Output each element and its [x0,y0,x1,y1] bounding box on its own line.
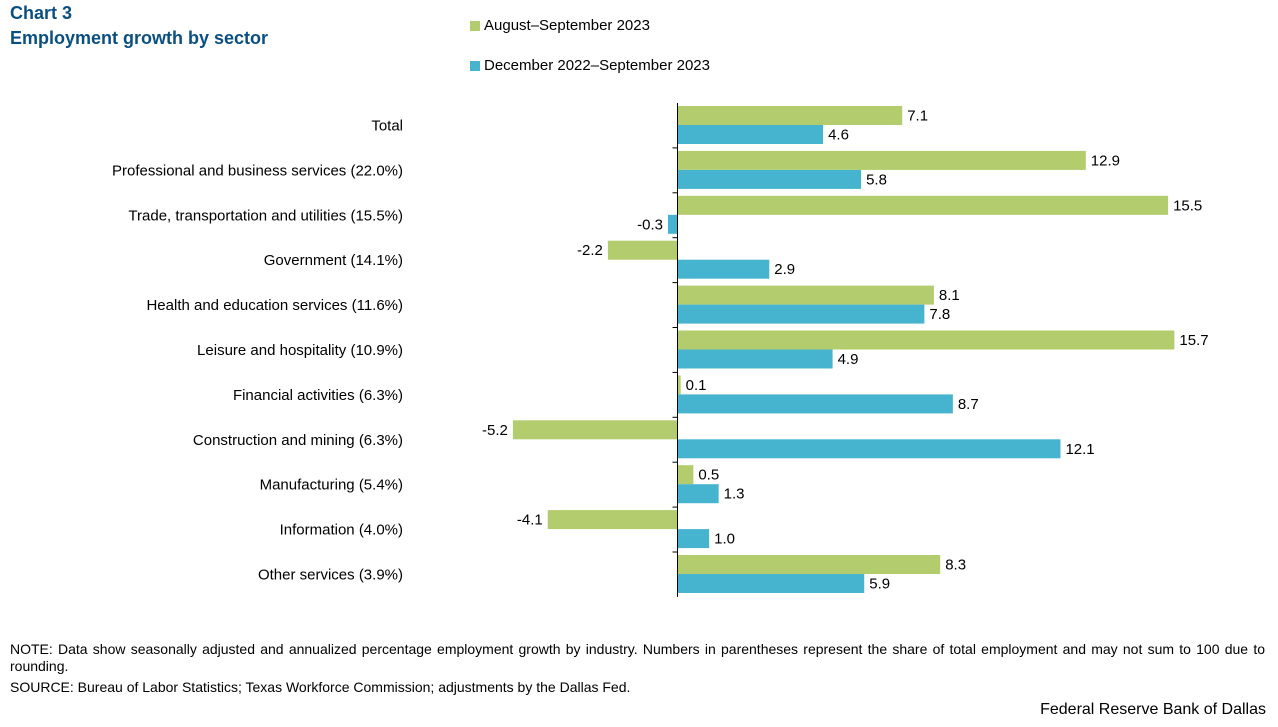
category-label: Government (14.1%) [264,252,403,269]
bar-series-1 [677,150,1086,170]
data-label-series-1: -5.2 [482,422,508,439]
category-label: Health and education services (11.6%) [146,297,403,314]
data-label-series-1: 8.1 [939,287,960,304]
bar-series-1 [677,195,1169,215]
data-label-series-2: 4.9 [838,351,859,368]
data-label-series-1: 7.1 [907,108,928,125]
category-label: Manufacturing (5.4%) [260,477,403,494]
bar-series-2 [677,304,925,324]
data-label-series-2: 8.7 [958,396,979,413]
bar-series-1 [512,420,678,440]
legend-label-series-2: December 2022–September 2023 [484,57,710,74]
data-label-series-1: 8.3 [945,557,966,574]
bar-series-1 [677,465,694,485]
bar-series-2 [677,439,1061,459]
data-label-series-1: 12.9 [1091,152,1120,169]
legend-swatch-series-2 [470,60,480,71]
chart-credit: Federal Reserve Bank of Dallas [1040,701,1266,718]
bar-series-2 [677,574,865,593]
bar-series-2 [677,349,833,369]
bar-series-2 [668,214,678,234]
bar-series-1 [607,240,678,260]
data-label-series-2: 5.8 [866,171,887,188]
data-label-series-2: 5.9 [869,576,890,593]
category-label: Professional and business services (22.0… [112,162,403,179]
category-label: Construction and mining (6.3%) [193,432,403,449]
data-label-series-1: -2.2 [577,242,603,259]
category-label: Trade, transportation and utilities (15.… [128,207,403,224]
chart-number: Chart 3 [10,3,73,23]
chart-source: SOURCE: Bureau of Labor Statistics; Texa… [10,679,631,695]
data-label-series-2: 1.3 [724,486,745,503]
bar-series-2 [677,394,953,414]
bar-series-1 [677,330,1175,350]
bar-series-1 [677,375,681,395]
bar-series-1 [677,555,941,574]
bar-series-1 [677,285,934,305]
data-label-series-2: -0.3 [637,216,663,233]
bar-series-2 [677,484,719,504]
data-label-series-1: 0.5 [698,467,719,484]
bar-series-1 [547,510,678,530]
legend-swatch-series-1 [470,20,480,31]
legend-item-series-1: August–September 2023 [470,17,650,34]
data-label-series-1: 15.5 [1173,197,1202,214]
legend-item-series-2: December 2022–September 2023 [470,57,710,74]
bar-series-2 [677,125,824,144]
data-label-series-1: 15.7 [1179,332,1208,349]
data-label-series-2: 2.9 [774,261,795,278]
category-label: Total [371,117,403,134]
category-label: Other services (3.9%) [258,566,403,583]
bar-series-2 [677,169,862,189]
legend-label-series-1: August–September 2023 [484,17,650,34]
data-label-series-1: -4.1 [517,512,543,529]
category-label: Information (4.0%) [280,522,403,539]
bar-series-2 [677,259,770,279]
data-label-series-2: 12.1 [1065,441,1094,458]
data-label-series-1: 0.1 [686,377,707,394]
chart-title: Employment growth by sector [10,28,269,48]
category-label: Financial activities (6.3%) [233,387,403,404]
category-label: Leisure and hospitality (10.9%) [197,342,403,359]
data-label-series-2: 4.6 [828,127,849,144]
data-label-series-2: 1.0 [714,531,735,548]
bar-series-1 [677,106,903,125]
data-label-series-2: 7.8 [929,306,950,323]
bar-series-2 [677,529,710,549]
chart-note: NOTE: Data show seasonally adjusted and … [10,641,1265,674]
